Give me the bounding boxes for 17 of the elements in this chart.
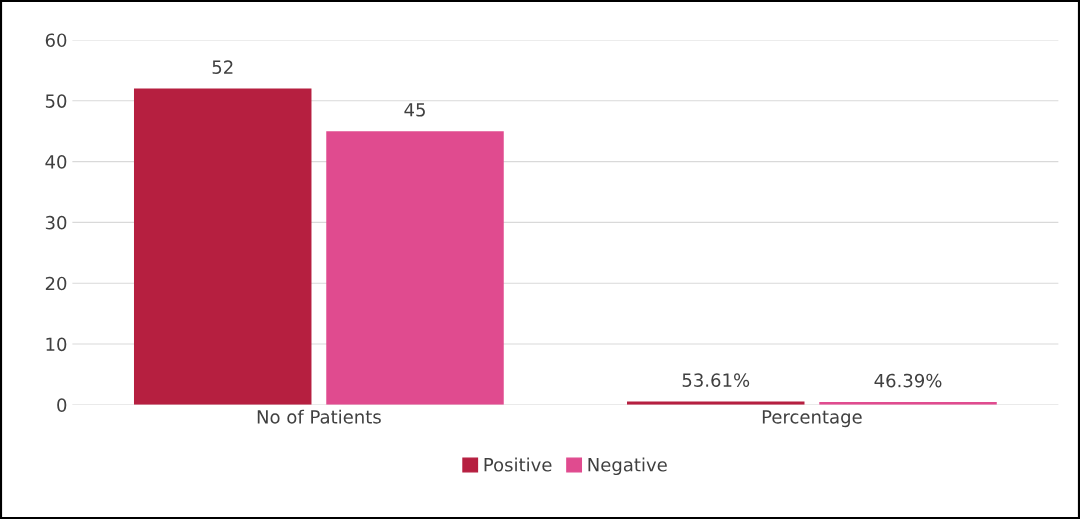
legend-label: Positive (484, 457, 552, 472)
y-tick-label: 0 (57, 398, 67, 412)
data-label: 46.39% (874, 373, 942, 388)
y-tick-label: 50 (45, 94, 67, 108)
data-label: 53.61% (682, 373, 750, 387)
bar (133, 88, 312, 405)
y-tick-label: 10 (46, 337, 67, 352)
x-tick-label: Percentage (762, 410, 862, 428)
bar (326, 131, 504, 405)
y-tick-label: 40 (45, 155, 67, 169)
x-tick-label: No of Patients (257, 409, 381, 424)
data-label: 52 (212, 60, 233, 74)
legend-label: Negative (588, 457, 667, 476)
y-tick-label: 20 (45, 276, 67, 291)
y-tick-label: 60 (45, 33, 67, 48)
data-label: 45 (404, 103, 425, 117)
y-tick-label: 30 (45, 215, 67, 230)
